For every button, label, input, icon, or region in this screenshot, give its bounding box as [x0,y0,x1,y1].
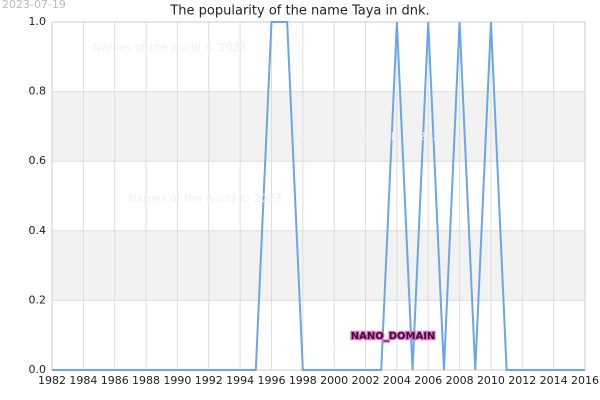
watermark: Names of the world © 2023 [293,130,447,143]
x-tick-label: 1992 [195,374,223,387]
x-tick-label: 1998 [289,374,317,387]
annotation: NANO_DOMAIN [351,331,436,342]
x-tick-label: 2002 [352,374,380,387]
grid-band [52,91,585,162]
x-tick-label: 1986 [101,374,129,387]
y-tick-label: 0.4 [29,224,47,237]
x-tick-label: 1982 [38,374,66,387]
grid-band [52,230,585,301]
x-tick-label: 2010 [477,374,505,387]
date-stamp: 2023-07-19 [2,0,66,11]
x-tick-label: 2014 [540,374,568,387]
y-tick-label: 0.8 [29,85,47,98]
watermark: Names of the world © 2023 [93,41,247,54]
x-tick-label: 1994 [226,374,254,387]
data-line [52,21,585,371]
y-tick-label: 1.0 [29,15,47,28]
marks [52,21,585,371]
watermark: Names of the world © 2023 [128,192,282,205]
x-tick-label: 1990 [163,374,191,387]
x-tick-label: 2004 [383,374,411,387]
x-tick-label: 2008 [446,374,474,387]
x-tick-label: 1984 [69,374,97,387]
x-tick-label: 1988 [132,374,160,387]
x-tick-label: 2012 [508,374,536,387]
grid [51,21,586,371]
x-tick-label: 1996 [257,374,285,387]
x-tick-label: 2000 [320,374,348,387]
labels: 0.0 0.2 0.4 0.6 0.8 1.0 1982 1984 1986 1988 1990 19… [29,15,600,387]
y-tick-label: 0.6 [29,154,47,167]
y-tick-label: 0.0 [29,363,47,376]
y-tick-label: 0.2 [29,293,47,306]
x-tick-label: 2006 [414,374,442,387]
x-tick-label: 2016 [571,374,599,387]
chart-title: The popularity of the name Taya in dnk. [169,4,429,19]
